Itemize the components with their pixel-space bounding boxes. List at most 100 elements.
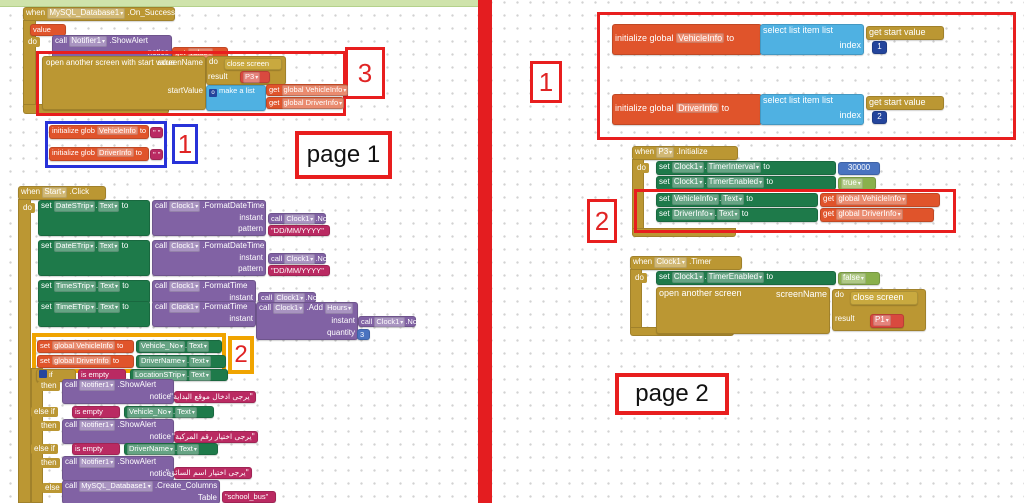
component-dropdown[interactable]: LocationSTrip [133,370,188,381]
block-number-index[interactable]: 2 [872,111,887,124]
block-init-global-driverinfo[interactable]: initialize glob DriverInfo to [49,147,149,161]
prop-dropdown[interactable]: Text [716,209,740,220]
component-dropdown[interactable]: Clock1 [169,241,201,252]
block-set-global-driverinfo[interactable]: set global DriverInfo to [37,355,134,368]
block-call-clock-now[interactable]: call Clock1.Now [358,316,422,328]
block-open-screen-start-value[interactable]: open another screen with start value scr… [42,56,206,110]
block-get-start-value[interactable]: get start value [866,96,944,110]
prop-dropdown[interactable]: Text [175,407,197,418]
block-open-another-screen[interactable]: open another screen screenName [656,287,830,334]
block-init-global-driverinfo[interactable]: initialize global DriverInfo to [612,94,762,125]
var-dropdown[interactable]: global DriverInfo [836,209,903,220]
block-call-clock-now[interactable]: call Clock1.Now [268,253,332,265]
block-call-mysql-create-columns[interactable]: call MySQL_Database1 .Create_Columns Tab… [62,480,220,503]
component-dropdown[interactable]: Clock1 [284,254,316,265]
block-init-global-vehicleinfo[interactable]: initialize glob VehicleInfo to [49,125,149,139]
prop-dropdown[interactable]: Text [189,370,211,381]
block-vehicleno-text-getter[interactable]: Vehicle_No.Text [124,406,214,418]
component-dropdown[interactable]: MySQL_Database1 [79,481,153,492]
prop-dropdown[interactable]: TimerEnabled [706,272,765,283]
var-dropdown[interactable]: global VehicleInfo [836,194,908,205]
prop-dropdown[interactable]: Text [97,241,120,252]
screen-dropdown[interactable]: P3 [656,147,675,158]
var-name[interactable]: DriverInfo [97,148,134,157]
component-dropdown[interactable]: Clock1 [671,162,705,173]
block-close-screen[interactable]: close screen [850,291,918,305]
component-dropdown[interactable]: Vehicle_No [127,407,173,418]
block-when-start-click[interactable]: when Start .Click [18,186,106,200]
block-set-dateetrip-text[interactable]: set DateETrip.Text to [38,240,150,276]
block-is-empty[interactable]: is empty [78,369,126,381]
screen-dropdown[interactable]: P1 [873,315,891,326]
component-dropdown[interactable]: MySQL_Database1 [47,8,126,19]
block-string-notice-arabic[interactable]: يرجى اختيار اسم السائق [169,467,252,479]
logic-dropdown[interactable]: true [841,178,863,189]
block-when-p3-initialize[interactable]: when P3 .Initialize [632,146,738,160]
logic-dropdown[interactable]: false [841,273,866,284]
block-is-empty[interactable]: is empty [72,406,120,418]
component-dropdown[interactable]: Notifier1 [79,380,116,391]
component-dropdown[interactable]: DriverName [127,444,176,455]
var-name[interactable]: VehicleInfo [97,126,138,135]
component-dropdown[interactable]: Clock1 [671,272,705,283]
unit-dropdown[interactable]: Hours [325,303,354,314]
block-logic-false[interactable]: false [838,272,880,285]
var-name[interactable]: DriverInfo [676,103,720,113]
component-dropdown[interactable]: Clock1 [671,177,705,188]
block-call-notifier-showalert[interactable]: call Notifier1 .ShowAlert notice [62,379,174,404]
block-string-notice-arabic[interactable]: يرجى اختيار رقم المركبة [174,431,258,443]
block-close-screen[interactable]: close screen [224,58,282,70]
block-screen-p3[interactable]: P3 [240,71,270,83]
block-select-list-item[interactable]: select list item list index [760,94,864,125]
block-logic-true[interactable]: true [838,177,876,190]
var-dropdown[interactable]: global DriverInfo [281,98,345,109]
component-dropdown[interactable]: Clock1 [169,281,201,292]
block-set-global-vehicleinfo[interactable]: set global VehicleInfo to [37,340,134,353]
component-dropdown[interactable]: TimeETrip [53,302,96,313]
block-call-formatdatetime[interactable]: call Clock1 .FormatDateTime instant patt… [152,200,266,236]
component-dropdown[interactable]: Vehicle_No [139,341,185,352]
block-when-mysql-onsuccess[interactable]: when MySQL_Database1 .On_Success [23,7,175,21]
var-name[interactable]: global DriverInfo [52,356,111,365]
block-set-timerenabled-false[interactable]: set Clock1.TimerEnabled to [656,271,836,285]
block-empty-string[interactable] [150,149,163,160]
block-drivername-text-getter[interactable]: DriverName.Text [124,443,218,455]
block-string-pattern[interactable]: DD/MM/YYYY [268,225,330,236]
block-set-timerinterval[interactable]: set Clock1.TimerInterval to [656,161,836,175]
component-dropdown[interactable]: DateSTrip [53,201,96,212]
block-spine[interactable] [630,269,642,331]
block-init-global-vehicleinfo[interactable]: initialize global VehicleInfo to [612,24,762,55]
component-dropdown[interactable]: DriverInfo [671,209,715,220]
block-number-3[interactable]: 3 [357,329,370,340]
block-set-datestrip-text[interactable]: set DateSTrip.Text to [38,200,150,236]
prop-dropdown[interactable]: Text [721,194,744,205]
block-call-formattime[interactable]: call Clock1 .FormatTime instant [152,301,256,327]
component-dropdown[interactable]: Notifier1 [69,36,108,47]
prop-dropdown[interactable]: Text [189,356,211,367]
screen-dropdown[interactable]: P3 [243,72,261,83]
block-string-pattern[interactable]: DD/MM/YYYY [268,265,330,276]
block-vehicleno-text-getter[interactable]: Vehicle_No.Text [136,340,222,353]
component-dropdown[interactable]: Clock1 [274,293,306,304]
component-dropdown[interactable]: Clock1 [273,303,305,314]
block-when-clock-timer[interactable]: when Clock1 .Timer [630,256,742,270]
component-dropdown[interactable]: DriverName [139,356,188,367]
component-dropdown[interactable]: Notifier1 [79,420,116,431]
block-call-notifier-showalert[interactable]: call Notifier1 .ShowAlert notice [62,419,174,444]
block-screen-p1[interactable]: P1 [870,314,904,328]
block-call-clock-now[interactable]: call Clock1.Now [258,292,322,304]
component-dropdown[interactable]: TimeSTrip [53,281,96,292]
block-set-driverinfo-text[interactable]: set DriverInfo.Text to [656,208,818,222]
var-name[interactable]: VehicleInfo [676,33,725,43]
block-get-start-value[interactable]: get start value [866,26,944,40]
block-number-index[interactable]: 1 [872,41,887,54]
block-call-notifier-showalert[interactable]: call Notifier1 .ShowAlert notice [62,456,174,481]
component-dropdown[interactable]: DateETrip [53,241,96,252]
block-set-timeetrip-text[interactable]: set TimeETrip.Text to [38,301,150,327]
var-dropdown[interactable]: global VehicleInfo [281,85,349,96]
block-call-clock-addhours[interactable]: call Clock1 .Add Hours instant quantity [256,302,358,340]
block-set-timestrip-text[interactable]: set TimeSTrip.Text to [38,280,150,304]
block-call-clock-now[interactable]: call Clock1.Now [268,213,332,225]
if-block-spine[interactable] [31,368,43,503]
block-get-global-vehicleinfo[interactable]: get global VehicleInfo [266,84,349,96]
